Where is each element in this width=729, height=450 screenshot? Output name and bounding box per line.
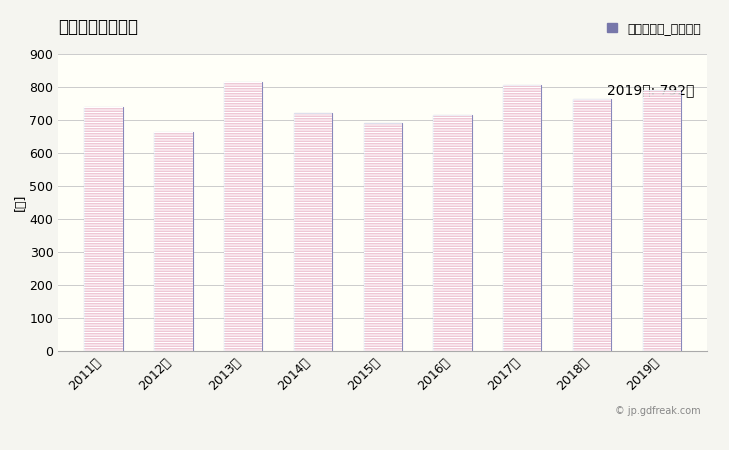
Bar <box>433 115 472 351</box>
Bar <box>573 99 611 351</box>
Bar <box>642 90 681 351</box>
Bar <box>503 86 542 351</box>
Legend: 全建築物計_建築物数: 全建築物計_建築物数 <box>607 22 701 35</box>
Text: 建築物総数の推移: 建築物総数の推移 <box>58 18 139 36</box>
Bar <box>503 86 542 351</box>
Bar <box>294 113 332 351</box>
Bar <box>364 123 402 351</box>
Bar <box>85 107 123 351</box>
Bar <box>573 99 611 351</box>
Bar <box>294 113 332 351</box>
Bar <box>85 107 123 351</box>
Text: © jp.gdfreak.com: © jp.gdfreak.com <box>615 406 701 416</box>
Y-axis label: [棟]: [棟] <box>14 194 27 211</box>
Bar <box>642 90 681 351</box>
Bar <box>155 131 192 351</box>
Bar <box>224 82 262 351</box>
Bar <box>224 82 262 351</box>
Bar <box>155 131 192 351</box>
Text: 2019年: 792棟: 2019年: 792棟 <box>607 84 694 98</box>
Bar <box>433 115 472 351</box>
Bar <box>364 123 402 351</box>
